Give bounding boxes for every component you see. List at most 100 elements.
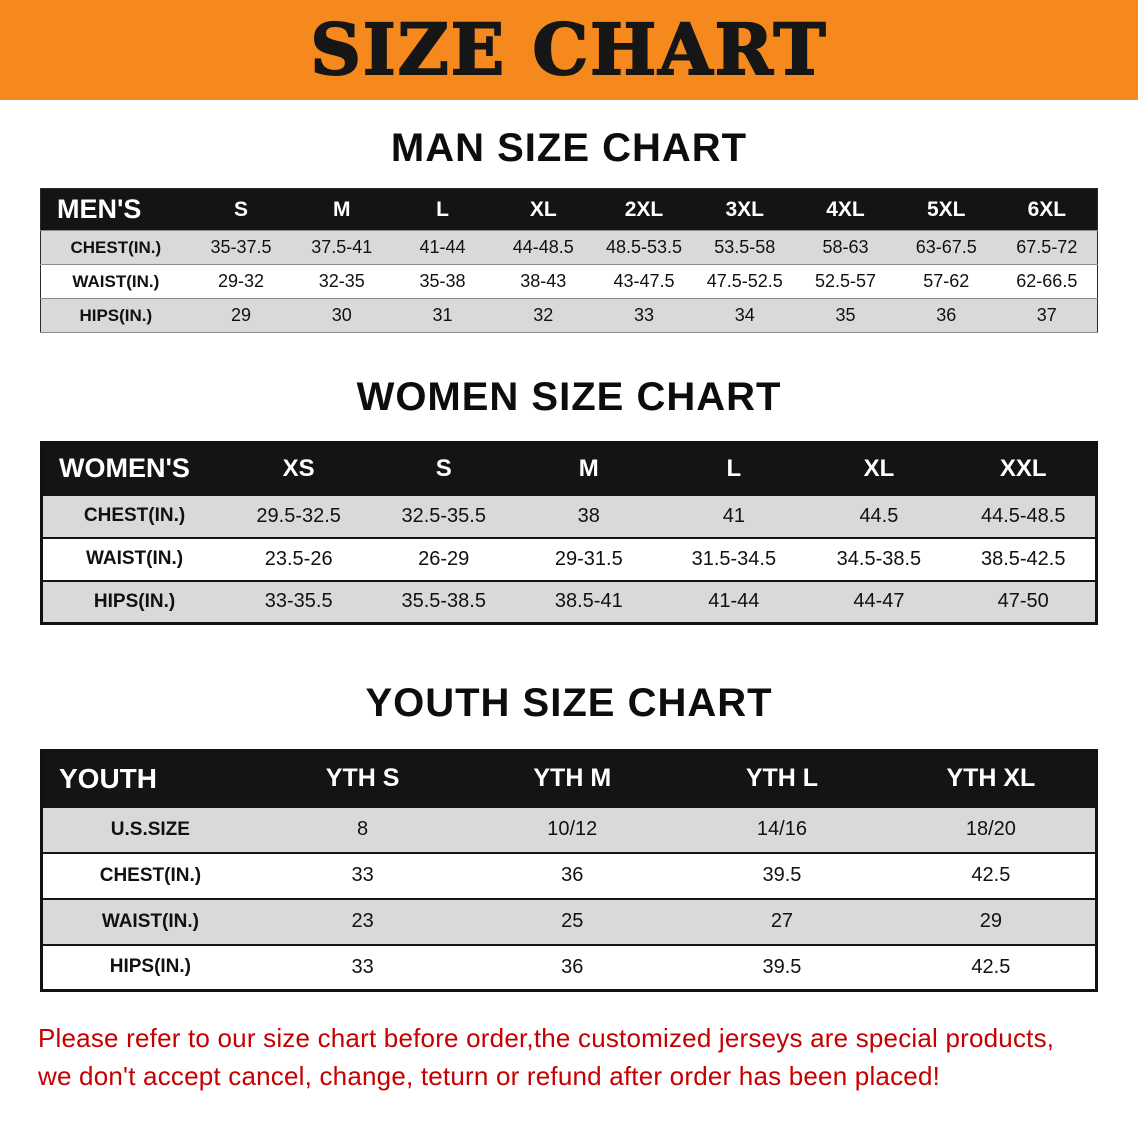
size-cell: 42.5 xyxy=(971,864,1011,886)
column-header: YTH XL xyxy=(886,750,1097,807)
size-cell: 33 xyxy=(351,864,374,886)
size-cell: 42.5 xyxy=(971,955,1011,978)
size-cell: 52.5-57 xyxy=(814,271,877,291)
size-cell: 36 xyxy=(561,955,584,978)
table-row-chest: CHEST(IN.) 35-37.5 37.5-41 41-44 44-48.5… xyxy=(40,230,1098,265)
size-cell: 36 xyxy=(561,864,584,886)
mens-table-title: MEN'S xyxy=(40,188,191,231)
size-cell: 31 xyxy=(432,305,453,325)
youth-header-row: YOUTH YTH S YTH M YTH L YTH XL xyxy=(41,750,1097,807)
size-cell: 47.5-52.5 xyxy=(706,271,783,291)
size-cell: 35.5-38.5 xyxy=(401,590,486,613)
size-cell: 32 xyxy=(533,305,554,325)
size-cell: 44.5-48.5 xyxy=(980,504,1066,527)
disclaimer-line-1: Please refer to our size chart before or… xyxy=(38,1023,1055,1053)
table-row-hips: HIPS(IN.) 33-35.5 35.5-38.5 38.5-41 41-4… xyxy=(41,580,1097,624)
size-cell: 33 xyxy=(351,955,374,978)
size-cell: 41-44 xyxy=(708,590,760,613)
womens-section-heading: WOMEN SIZE CHART xyxy=(356,375,782,419)
row-label: CHEST(IN.) xyxy=(83,505,186,526)
size-cell: 67.5-72 xyxy=(1016,237,1078,257)
size-cell: 29.5-32.5 xyxy=(256,504,341,527)
size-cell: 29 xyxy=(979,910,1003,932)
table-row-waist: WAIST(IN.) 23 25 27 29 xyxy=(41,898,1097,945)
size-cell: 18/20 xyxy=(965,818,1016,840)
size-cell: 33 xyxy=(634,305,655,325)
size-cell: 36 xyxy=(936,305,957,325)
column-header: 2XL xyxy=(593,188,695,231)
youth-table-title: YOUTH xyxy=(41,750,258,807)
size-cell: 37 xyxy=(1036,305,1057,325)
size-cell: 62-66.5 xyxy=(1016,271,1078,291)
column-header: YTH M xyxy=(467,750,678,807)
column-header: L xyxy=(661,442,807,495)
size-cell: 32.5-35.5 xyxy=(401,504,486,527)
column-header: S xyxy=(190,188,292,231)
youth-section: YOUTH SIZE CHART YOUTH YTH S YTH M YTH L… xyxy=(0,681,1138,992)
size-cell: 37.5-41 xyxy=(311,237,373,257)
row-label: CHEST(IN.) xyxy=(99,864,202,886)
column-header: M xyxy=(291,188,393,231)
size-cell: 33-35.5 xyxy=(264,590,333,613)
youth-section-heading: YOUTH SIZE CHART xyxy=(365,681,773,725)
size-cell: 48.5-53.5 xyxy=(605,237,683,257)
row-label: HIPS(IN.) xyxy=(109,956,192,978)
size-cell: 44.5 xyxy=(859,504,899,527)
size-cell: 34 xyxy=(734,305,755,325)
size-cell: 53.5-58 xyxy=(714,237,776,257)
size-cell: 26-29 xyxy=(418,547,470,570)
womens-table-title: WOMEN'S xyxy=(41,442,227,495)
size-cell: 35-38 xyxy=(419,271,466,291)
size-cell: 38 xyxy=(577,504,600,527)
table-row-chest: CHEST(IN.) 33 36 39.5 42.5 xyxy=(41,852,1097,899)
size-cell: 31.5-34.5 xyxy=(691,547,777,570)
column-header: 5XL xyxy=(895,188,997,231)
size-cell: 39.5 xyxy=(762,955,802,978)
size-cell: 63-67.5 xyxy=(915,237,977,257)
size-cell: 29 xyxy=(231,305,252,325)
column-header: XS xyxy=(226,442,372,495)
column-header: XL xyxy=(492,188,594,231)
size-cell: 38-43 xyxy=(520,271,567,291)
size-cell: 44-48.5 xyxy=(512,237,574,257)
column-header: M xyxy=(516,442,662,495)
size-cell: 41 xyxy=(722,504,745,527)
size-cell: 29-32 xyxy=(217,271,265,291)
column-header: YTH S xyxy=(257,750,468,807)
womens-section: WOMEN SIZE CHART WOMEN'S XS S M L XL XXL… xyxy=(0,375,1138,625)
womens-header-row: WOMEN'S XS S M L XL XXL xyxy=(41,442,1097,495)
banner-title: SIZE CHART xyxy=(309,8,828,91)
table-row-chest: CHEST(IN.) 29.5-32.5 32.5-35.5 38 41 44.… xyxy=(41,494,1097,538)
mens-header-row: MEN'S S M L XL 2XL 3XL 4XL 5XL 6XL xyxy=(40,188,1098,231)
size-cell: 32-35 xyxy=(318,271,365,291)
column-header: XL xyxy=(806,442,952,495)
row-label: WAIST(IN.) xyxy=(72,271,160,291)
size-cell: 14/16 xyxy=(756,818,807,840)
column-header: XXL xyxy=(951,442,1097,495)
mens-size-table: MEN'S S M L XL 2XL 3XL 4XL 5XL 6XL CHEST… xyxy=(40,188,1098,333)
size-cell: 29-31.5 xyxy=(554,547,623,570)
size-cell: 23.5-26 xyxy=(264,547,333,570)
size-cell: 41-44 xyxy=(419,237,466,257)
mens-section-heading: MAN SIZE CHART xyxy=(390,126,748,170)
size-cell: 10/12 xyxy=(547,818,598,840)
row-label: U.S.SIZE xyxy=(110,818,190,840)
size-cell: 38.5-41 xyxy=(554,590,623,613)
row-label: HIPS(IN.) xyxy=(79,305,153,325)
youth-size-table: YOUTH YTH S YTH M YTH L YTH XL U.S.SIZE … xyxy=(40,749,1098,992)
size-chart-page: SIZE CHART MAN SIZE CHART MEN'S S M L XL… xyxy=(0,0,1138,1091)
size-cell: 30 xyxy=(331,305,352,325)
row-label: HIPS(IN.) xyxy=(93,590,176,612)
table-row-waist: WAIST(IN.) 23.5-26 26-29 29-31.5 31.5-34… xyxy=(41,537,1097,581)
row-label: WAIST(IN.) xyxy=(101,910,199,932)
table-row-hips: HIPS(IN.) 33 36 39.5 42.5 xyxy=(41,944,1097,991)
size-cell: 43-47.5 xyxy=(613,271,675,291)
size-cell: 25 xyxy=(561,910,584,932)
womens-size-table: WOMEN'S XS S M L XL XXL CHEST(IN.) 29.5-… xyxy=(40,441,1098,625)
size-cell: 47-50 xyxy=(997,590,1049,613)
size-cell: 27 xyxy=(770,910,794,932)
row-label: CHEST(IN.) xyxy=(70,237,162,257)
size-cell: 23 xyxy=(351,910,374,932)
column-header: YTH L xyxy=(677,750,887,807)
size-cell: 58-63 xyxy=(822,237,869,257)
